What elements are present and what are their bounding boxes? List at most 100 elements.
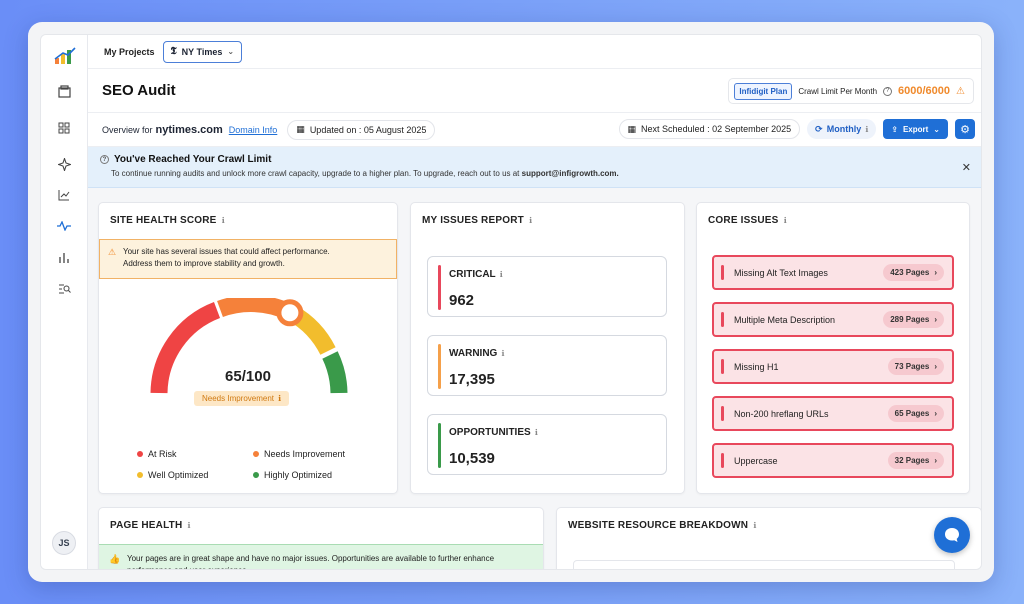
page-health-message: Your pages are in great shape and have n… <box>127 554 495 569</box>
crawl-limit-alert: ? You've Reached Your Crawl Limit To con… <box>88 147 981 188</box>
gauge-segment-at-risk <box>150 302 221 394</box>
issue-count: 10,539 <box>449 450 495 467</box>
info-icon[interactable]: ℹ <box>783 216 787 225</box>
info-icon[interactable]: ℹ <box>528 216 533 225</box>
core-issues-card: CORE ISSUES ℹ Missing Alt Text Images 42… <box>696 202 970 494</box>
page-title: SEO Audit <box>102 82 176 99</box>
support-email[interactable]: support@infigrowth.com. <box>521 169 619 178</box>
legend-item: Well Optimized <box>137 470 208 480</box>
warning-issues-box[interactable]: WARNING ℹ 17,395 <box>427 335 667 396</box>
legend-dot <box>137 451 143 457</box>
health-warning-line2: Address them to improve stability and gr… <box>123 259 285 268</box>
main-content: My Projects 𝕿 NY Times ⌄ SEO Audit Infid… <box>88 35 981 569</box>
legend-label: Needs Improvement <box>264 449 346 459</box>
health-status: Needs Improvement <box>202 394 275 403</box>
chevron-right-icon: › <box>934 268 937 277</box>
updated-date-pill: ▦ Updated on : 05 August 2025 <box>287 119 436 140</box>
sidebar: JS <box>41 35 88 569</box>
crawl-limit-value: 6000/6000 <box>898 85 951 97</box>
info-icon[interactable]: ℹ <box>187 521 191 530</box>
export-button[interactable]: ⇪ Export ⌄ <box>883 119 948 139</box>
legend-item: Needs Improvement <box>253 449 345 459</box>
resource-breakdown-card: WEBSITE RESOURCE BREAKDOWN ℹ <box>556 507 981 569</box>
calendar-icon: ▦ <box>296 124 305 134</box>
core-issue-label: Non-200 hreflang URLs <box>734 408 829 419</box>
pulse-icon[interactable] <box>54 216 74 236</box>
page-count: 73 Pages <box>894 362 930 371</box>
core-issue-label: Missing Alt Text Images <box>734 267 828 278</box>
legend-dot <box>253 472 259 478</box>
issues-report-title: MY ISSUES REPORT <box>422 215 524 226</box>
sparkle-icon[interactable] <box>54 154 74 174</box>
page-count: 65 Pages <box>894 409 930 418</box>
grid-icon[interactable] <box>54 118 74 138</box>
app-window: JS My Projects 𝕿 NY Times ⌄ SEO Audit In… <box>28 22 994 582</box>
my-projects-label: My Projects <box>104 46 155 57</box>
health-warning-line1: Your site has several issues that could … <box>123 247 330 256</box>
legend-label: Well Optimized <box>148 470 209 480</box>
resource-breakdown-panel <box>573 560 955 569</box>
core-issue-item[interactable]: Uppercase 32 Pages › <box>712 443 954 478</box>
chevron-down-icon: ⌄ <box>227 47 235 56</box>
trend-chart-icon[interactable] <box>54 185 74 205</box>
legend-dot <box>253 451 259 457</box>
domain-info-link[interactable]: Domain Info <box>228 124 278 135</box>
issue-marker <box>721 453 724 468</box>
critical-issues-box[interactable]: CRITICAL ℹ 962 <box>427 256 667 317</box>
frequency-label: Monthly <box>826 124 862 134</box>
page-count: 423 Pages <box>890 268 930 277</box>
domain-name: nytimes.com <box>155 123 223 136</box>
logo-icon <box>54 47 76 64</box>
legend-label: At Risk <box>148 449 177 459</box>
project-bar: My Projects 𝕿 NY Times ⌄ <box>88 35 981 69</box>
title-bar: SEO Audit Infidigit Plan Crawl Limit Per… <box>88 69 981 113</box>
core-issue-count[interactable]: 423 Pages › <box>883 264 944 281</box>
overview-controls: ▦ Next Scheduled : 02 September 2025 ⟳ M… <box>618 119 975 139</box>
export-label: Export <box>902 124 929 134</box>
chat-button[interactable] <box>934 517 970 553</box>
user-avatar[interactable]: JS <box>52 531 76 555</box>
issue-marker <box>721 312 724 327</box>
info-icon: ℹ <box>501 349 505 358</box>
bar-chart-icon[interactable] <box>54 248 74 268</box>
core-issue-count[interactable]: 32 Pages › <box>887 452 944 469</box>
info-icon: ℹ <box>278 394 282 403</box>
issue-marker <box>721 265 724 280</box>
core-issue-item[interactable]: Missing Alt Text Images 423 Pages › <box>712 255 954 290</box>
issue-label: WARNING <box>449 348 498 359</box>
frequency-toggle[interactable]: ⟳ Monthly ℹ <box>807 119 877 139</box>
info-icon: ℹ <box>865 124 869 134</box>
help-icon[interactable]: ? <box>883 86 893 96</box>
plan-badge[interactable]: Infidigit Plan <box>734 82 793 100</box>
info-icon[interactable]: ℹ <box>753 521 757 530</box>
core-issue-count[interactable]: 289 Pages › <box>883 311 944 328</box>
search-list-icon[interactable] <box>54 279 74 299</box>
dashboard-icon[interactable] <box>54 81 74 101</box>
settings-button[interactable]: ⚙ <box>955 119 975 139</box>
app-viewport: JS My Projects 𝕿 NY Times ⌄ SEO Audit In… <box>40 34 982 570</box>
info-icon[interactable]: ℹ <box>221 216 225 225</box>
page-health-card: PAGE HEALTH ℹ 👍 Your pages are in great … <box>98 507 544 569</box>
issue-marker <box>721 359 724 374</box>
issue-label: OPPORTUNITIES <box>449 427 531 438</box>
opportunities-box[interactable]: OPPORTUNITIES ℹ 10,539 <box>427 414 667 475</box>
chevron-right-icon: › <box>934 456 937 465</box>
core-issue-item[interactable]: Multiple Meta Description 289 Pages › <box>712 302 954 337</box>
health-gauge <box>150 298 348 394</box>
chevron-right-icon: › <box>934 315 937 324</box>
calendar-icon: ▦ <box>627 123 637 134</box>
overview-prefix: Overview for <box>102 124 153 135</box>
core-issue-item[interactable]: Missing H1 73 Pages › <box>712 349 954 384</box>
core-issue-item[interactable]: Non-200 hreflang URLs 65 Pages › <box>712 396 954 431</box>
info-icon: ℹ <box>534 428 538 437</box>
gauge-indicator <box>276 299 304 327</box>
core-issue-count[interactable]: 73 Pages › <box>887 358 944 375</box>
refresh-icon: ⟳ <box>815 123 823 134</box>
core-issue-count[interactable]: 65 Pages › <box>887 405 944 422</box>
updated-date: Updated on : 05 August 2025 <box>309 124 427 135</box>
overview-bar: Overview for nytimes.com Domain Info ▦ U… <box>88 113 981 147</box>
close-icon[interactable]: ✕ <box>961 162 971 174</box>
core-issue-label: Multiple Meta Description <box>734 314 836 325</box>
warning-icon: ⚠ <box>956 85 965 97</box>
project-dropdown[interactable]: 𝕿 NY Times ⌄ <box>162 40 243 63</box>
